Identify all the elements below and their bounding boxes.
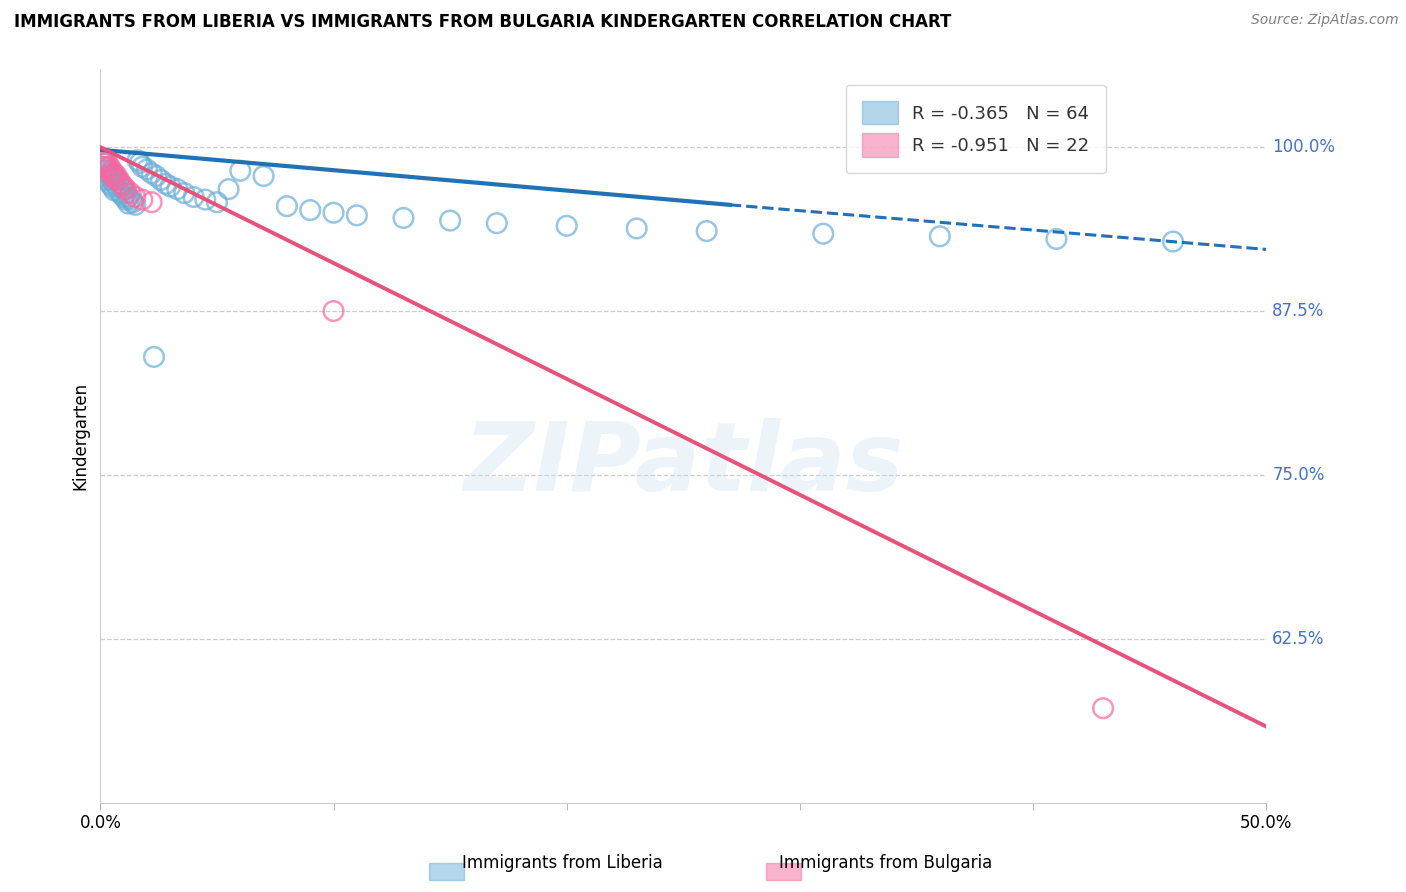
- Point: [117, 190, 139, 204]
- Point: [1092, 701, 1115, 715]
- Point: [103, 177, 125, 191]
- Point: [115, 182, 138, 196]
- Point: [252, 169, 274, 183]
- Point: [96, 166, 118, 180]
- Point: [110, 179, 132, 194]
- Point: [103, 169, 125, 183]
- Point: [101, 163, 124, 178]
- Legend: R = -0.365   N = 64, R = -0.951   N = 22: R = -0.365 N = 64, R = -0.951 N = 22: [845, 85, 1105, 173]
- Point: [120, 193, 142, 207]
- Point: [626, 221, 648, 235]
- Point: [98, 169, 121, 183]
- Point: [112, 190, 135, 204]
- Point: [94, 163, 117, 178]
- Point: [115, 186, 138, 200]
- Point: [112, 182, 135, 196]
- Point: [555, 219, 578, 233]
- Point: [110, 187, 132, 202]
- Point: [173, 186, 195, 200]
- Point: [105, 179, 128, 194]
- Point: [117, 196, 139, 211]
- Point: [96, 156, 118, 170]
- Point: [299, 203, 322, 218]
- Point: [91, 153, 114, 168]
- Point: [94, 156, 117, 170]
- Point: [322, 304, 344, 318]
- Point: [91, 156, 114, 170]
- Point: [105, 173, 128, 187]
- Point: [485, 216, 508, 230]
- Text: Source: ZipAtlas.com: Source: ZipAtlas.com: [1251, 13, 1399, 28]
- Point: [127, 153, 149, 168]
- Text: IMMIGRANTS FROM LIBERIA VS IMMIGRANTS FROM BULGARIA KINDERGARTEN CORRELATION CHA: IMMIGRANTS FROM LIBERIA VS IMMIGRANTS FR…: [14, 13, 952, 31]
- Point: [91, 151, 114, 165]
- Point: [159, 179, 181, 194]
- Point: [145, 169, 167, 183]
- Point: [96, 173, 118, 187]
- Point: [392, 211, 415, 225]
- Text: 87.5%: 87.5%: [1272, 302, 1324, 320]
- Point: [124, 190, 146, 204]
- Point: [276, 199, 298, 213]
- Point: [149, 173, 172, 187]
- Point: [101, 166, 124, 180]
- Point: [322, 205, 344, 219]
- Point: [115, 193, 138, 207]
- Point: [122, 195, 145, 210]
- Point: [131, 160, 153, 174]
- Point: [108, 173, 131, 187]
- Point: [141, 166, 163, 180]
- Point: [94, 169, 117, 183]
- Point: [183, 190, 205, 204]
- Point: [110, 177, 132, 191]
- Y-axis label: Kindergarten: Kindergarten: [72, 382, 89, 490]
- Point: [94, 160, 117, 174]
- Point: [229, 163, 252, 178]
- Point: [103, 166, 125, 180]
- Point: [1161, 235, 1184, 249]
- Point: [112, 179, 135, 194]
- Point: [928, 229, 950, 244]
- Point: [1045, 232, 1067, 246]
- Point: [94, 153, 117, 168]
- Point: [120, 186, 142, 200]
- Point: [346, 208, 368, 222]
- Text: 62.5%: 62.5%: [1272, 630, 1324, 648]
- Point: [98, 177, 121, 191]
- Point: [813, 227, 835, 241]
- Point: [103, 171, 125, 186]
- Point: [101, 169, 124, 183]
- Point: [96, 162, 118, 177]
- Point: [194, 193, 217, 207]
- Point: [136, 162, 159, 177]
- Text: Immigrants from Liberia: Immigrants from Liberia: [463, 855, 662, 872]
- Point: [439, 213, 461, 227]
- Point: [129, 156, 152, 170]
- Point: [108, 177, 131, 191]
- Point: [141, 195, 163, 210]
- Point: [131, 193, 153, 207]
- Point: [143, 350, 166, 364]
- Point: [696, 224, 718, 238]
- Point: [218, 182, 240, 196]
- Point: [98, 163, 121, 178]
- Point: [103, 183, 125, 197]
- Point: [98, 160, 121, 174]
- Point: [96, 160, 118, 174]
- Point: [105, 169, 128, 183]
- Point: [101, 173, 124, 187]
- Point: [101, 179, 124, 194]
- Text: 75.0%: 75.0%: [1272, 466, 1324, 483]
- Text: Immigrants from Bulgaria: Immigrants from Bulgaria: [779, 855, 993, 872]
- Point: [124, 198, 146, 212]
- Text: ZIPatlas: ZIPatlas: [463, 418, 904, 511]
- Point: [91, 160, 114, 174]
- Point: [108, 185, 131, 199]
- Text: 100.0%: 100.0%: [1272, 138, 1336, 156]
- Point: [166, 182, 188, 196]
- Point: [205, 195, 228, 210]
- Point: [155, 177, 177, 191]
